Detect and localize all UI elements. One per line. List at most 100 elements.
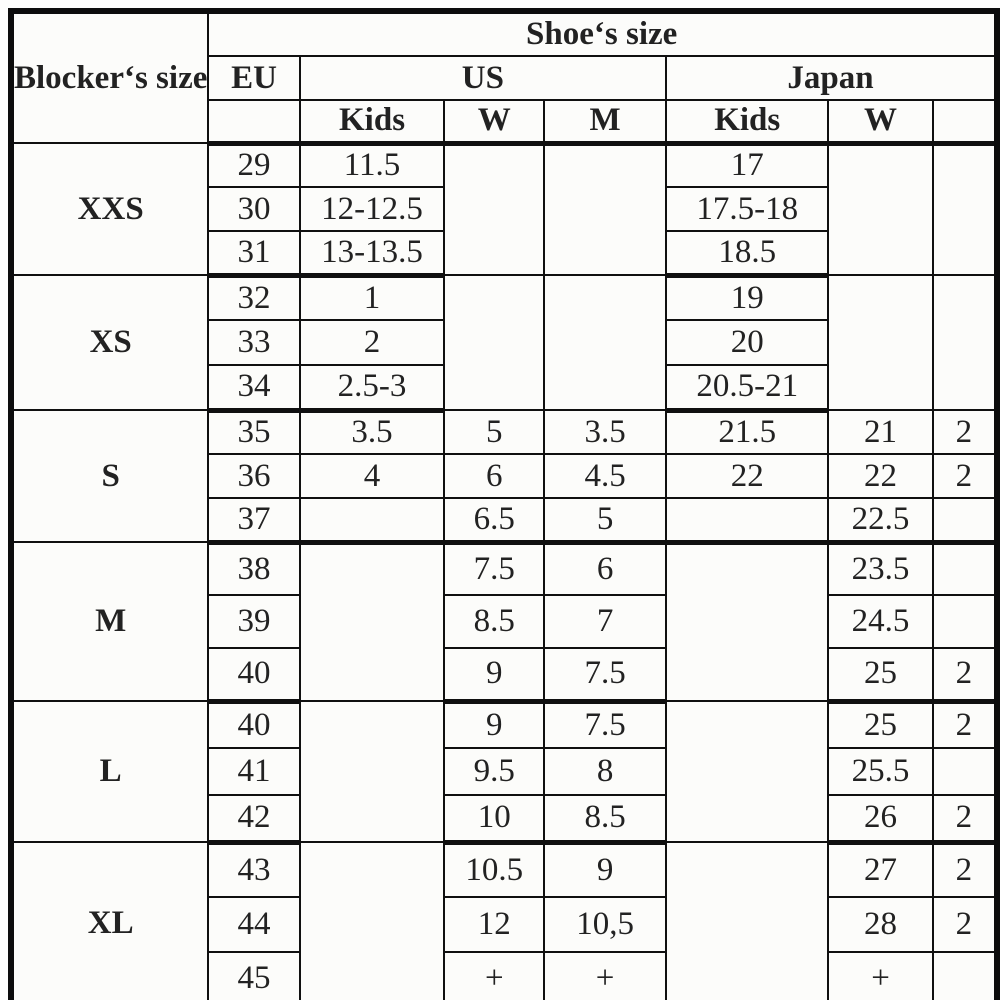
eu-cell: 38 <box>207 541 301 596</box>
japan-kids-cell: 20.5-21 <box>665 364 830 413</box>
us-m-cell: 7.5 <box>543 647 668 704</box>
japan-w-cell: 25 <box>827 700 934 749</box>
us-w-cell-empty <box>443 142 546 276</box>
japan-kids-cell: 20 <box>665 319 830 366</box>
japan-kids-cell: 21.5 <box>665 409 830 455</box>
japan-m-cell <box>931 594 999 649</box>
japan-m-cell <box>931 497 999 545</box>
us-kids-cell-empty <box>298 841 446 1000</box>
subheader-japan-w: W <box>827 99 934 146</box>
japan-w-cell: 22.5 <box>827 497 934 545</box>
japan-m-cell: 2 <box>931 841 999 898</box>
japan-kids-cell-empty <box>665 541 830 702</box>
japan-m-cell: 2 <box>931 896 999 953</box>
eu-cell: 45 <box>207 951 301 1000</box>
japan-kids-cell: 17.5-18 <box>665 186 830 232</box>
us-m-cell-empty <box>543 274 668 411</box>
section-label-xl: XL <box>9 841 210 1000</box>
region-header-eu: EU <box>207 55 301 101</box>
eu-cell: 30 <box>207 186 301 232</box>
eu-cell: 42 <box>207 794 301 845</box>
section-label-l: L <box>9 700 210 843</box>
us-kids-cell: 12-12.5 <box>298 186 446 232</box>
japan-kids-cell <box>665 497 830 545</box>
japan-m-cell: 2 <box>931 647 999 704</box>
subheader-us-kids: Kids <box>298 99 446 146</box>
japan-m-cell: 2 <box>931 700 999 749</box>
japan-kids-cell-empty <box>665 841 830 1000</box>
subheader-us-m: M <box>543 99 668 146</box>
section-label-m: M <box>9 541 210 702</box>
eu-cell: 37 <box>207 497 301 545</box>
japan-m-cell <box>931 541 999 596</box>
japan-w-cell: 28 <box>827 896 934 953</box>
japan-w-cell: 24.5 <box>827 594 934 649</box>
shoes-size-header: Shoe‘s size <box>207 10 998 57</box>
us-w-cell: 9 <box>443 647 546 704</box>
eu-cell: 35 <box>207 409 301 455</box>
us-w-cell: 8.5 <box>443 594 546 649</box>
us-m-cell: 8.5 <box>543 794 668 845</box>
us-m-cell: 3.5 <box>543 409 668 455</box>
japan-w-cell-empty <box>827 274 934 411</box>
table-body: XXS 29 11.5 17 30 12-12.5 17.5-18 31 13-13.5 18.5… <box>9 142 999 1000</box>
eu-cell: 43 <box>207 841 301 898</box>
eu-cell: 36 <box>207 453 301 499</box>
japan-m-cell-empty <box>931 142 999 276</box>
subheader-japan-m-cut <box>931 99 999 146</box>
japan-m-cell <box>931 747 999 796</box>
japan-kids-cell-empty <box>665 700 830 843</box>
us-kids-cell: 1 <box>298 274 446 321</box>
us-w-cell: 6.5 <box>443 497 546 545</box>
us-m-cell: 6 <box>543 541 668 596</box>
japan-m-cell <box>931 951 999 1000</box>
japan-m-cell: 2 <box>931 453 999 499</box>
us-kids-cell <box>298 497 446 545</box>
region-header-japan: Japan <box>665 55 998 101</box>
us-m-cell: 7.5 <box>543 700 668 749</box>
us-w-cell: 12 <box>443 896 546 953</box>
us-kids-cell: 13-13.5 <box>298 230 446 278</box>
japan-m-cell: 2 <box>931 794 999 845</box>
eu-cell: 40 <box>207 647 301 704</box>
eu-cell: 34 <box>207 364 301 413</box>
us-m-cell: 10,5 <box>543 896 668 953</box>
us-kids-cell-empty <box>298 541 446 702</box>
japan-kids-cell: 22 <box>665 453 830 499</box>
blockers-size-header: Blocker‘s size <box>9 10 210 144</box>
eu-subheader-blank <box>207 99 301 146</box>
eu-cell: 44 <box>207 896 301 953</box>
eu-cell: 29 <box>207 142 301 188</box>
japan-w-cell: 23.5 <box>827 541 934 596</box>
us-m-cell: 7 <box>543 594 668 649</box>
japan-w-cell: 22 <box>827 453 934 499</box>
us-kids-cell: 11.5 <box>298 142 446 188</box>
section-label-xxs: XXS <box>9 142 210 276</box>
us-w-cell: 10 <box>443 794 546 845</box>
us-m-cell: 4.5 <box>543 453 668 499</box>
japan-kids-cell: 19 <box>665 274 830 321</box>
us-w-cell: + <box>443 951 546 1000</box>
eu-cell: 32 <box>207 274 301 321</box>
us-w-cell: 5 <box>443 409 546 455</box>
eu-cell: 40 <box>207 700 301 749</box>
japan-w-cell: + <box>827 951 934 1000</box>
japan-m-cell: 2 <box>931 409 999 455</box>
us-kids-cell: 4 <box>298 453 446 499</box>
us-w-cell-empty <box>443 274 546 411</box>
us-m-cell: 9 <box>543 841 668 898</box>
us-m-cell: 8 <box>543 747 668 796</box>
us-kids-cell-empty <box>298 700 446 843</box>
japan-w-cell: 25.5 <box>827 747 934 796</box>
shoe-size-table: Blocker‘s size Shoe‘s size EU US Japan K… <box>8 8 1000 1000</box>
us-kids-cell: 2.5-3 <box>298 364 446 413</box>
us-w-cell: 10.5 <box>443 841 546 898</box>
japan-w-cell-empty <box>827 142 934 276</box>
us-w-cell: 9 <box>443 700 546 749</box>
us-m-cell: 5 <box>543 497 668 545</box>
japan-kids-cell: 17 <box>665 142 830 188</box>
subheader-us-w: W <box>443 99 546 146</box>
section-label-s: S <box>9 409 210 543</box>
eu-cell: 41 <box>207 747 301 796</box>
